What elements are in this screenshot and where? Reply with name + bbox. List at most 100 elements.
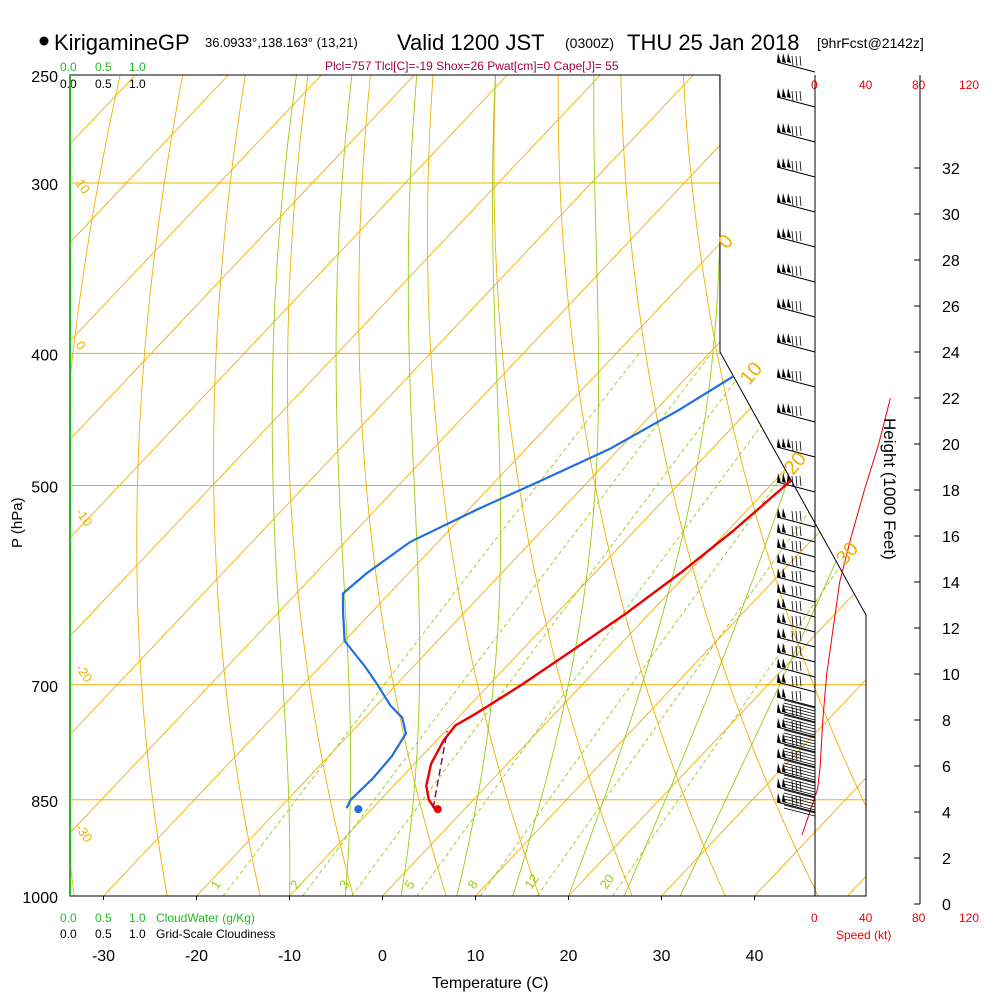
wind-barb-feather (799, 750, 802, 762)
wind-barb-feather (799, 645, 802, 657)
speed-tick-top: 80 (912, 78, 926, 92)
wind-barb-staff (776, 606, 816, 618)
speed-tick-bottom: 40 (859, 911, 873, 925)
wind-barb-feather (791, 230, 794, 242)
wind-barb-feather (799, 720, 802, 732)
wind-pennant-icon (787, 298, 791, 308)
wind-barb-feather (791, 555, 794, 567)
wind-pennant-icon (782, 703, 786, 713)
wind-pennant-icon (777, 88, 781, 98)
station-name: KirigamineGP (54, 30, 190, 55)
wind-barb-staff (776, 561, 816, 573)
wind-barb-feather (791, 440, 794, 452)
wind-barb-staff (783, 774, 816, 784)
wind-barb-feather (791, 195, 794, 207)
wind-barb-feather (799, 300, 802, 312)
mixing-ratio-label: 8 (464, 877, 480, 892)
cloudwater-tick: 0.5 (95, 911, 112, 925)
wind-barb-feather (791, 660, 794, 672)
wind-pennant-icon (777, 193, 781, 203)
wind-barb-feather (799, 440, 802, 452)
wind-barb-feather (795, 720, 798, 732)
cloud-scale-bottom: 0.0 0.5 1.0 CloudWater (g/Kg) 0.0 0.5 1.… (60, 911, 275, 941)
wind-pennant-icon (777, 658, 781, 668)
wind-barb-staff (776, 411, 816, 423)
isotherm-label: 10 (73, 176, 94, 196)
wind-barb-staff (783, 699, 816, 709)
wind-pennant-icon (777, 298, 781, 308)
wind-pennant-icon (782, 228, 786, 238)
wind-pennant-icon (782, 643, 786, 653)
height-tick-label: 26 (942, 299, 960, 316)
mixing-ratio-label: 20 (597, 871, 618, 891)
wind-barb-feather (799, 335, 802, 347)
wind-barb-feather (795, 630, 798, 642)
wind-barb-staff (776, 591, 816, 603)
wind-pennant-icon (777, 228, 781, 238)
isotherm-label: -10 (73, 505, 96, 529)
wind-barb-staff (783, 789, 816, 799)
wind-barb-staff (783, 747, 816, 757)
wind-pennant-icon (782, 778, 786, 788)
wind-barb-staff (783, 798, 816, 808)
wind-barb-feather (791, 525, 794, 537)
wind-barb-staff (783, 705, 816, 715)
wind-barb-feather (791, 645, 794, 657)
temperature-tick-label: 30 (653, 948, 671, 965)
cloudwater-tick: 0.0 (60, 911, 77, 925)
wind-pennant-icon (777, 733, 781, 743)
moist-adiabat-line (568, 75, 721, 896)
mixing-ratio-line (416, 353, 816, 896)
wind-barb-staff (783, 717, 816, 727)
cloudwater-tick: 1.0 (129, 60, 146, 74)
wind-barb-feather (795, 615, 798, 627)
speed-tick-bottom: 120 (959, 911, 979, 925)
utc-label: (0300Z) (565, 35, 614, 51)
wind-pennant-icon (782, 598, 786, 608)
wind-barb-staff (776, 481, 816, 493)
height-tick-label: 0 (942, 897, 951, 914)
wind-pennant-icon (777, 673, 781, 683)
x-axis-title: Temperature (C) (432, 975, 548, 992)
wind-pennant-icon (782, 733, 786, 743)
wind-barb-staff (783, 759, 816, 769)
wind-barb-staff (783, 768, 816, 778)
wind-barb-staff (783, 771, 816, 781)
wind-barb-staff (776, 271, 816, 283)
wind-barb-staff (783, 735, 816, 745)
wind-barb-staff (776, 61, 816, 73)
wind-barb-feather (799, 475, 802, 487)
pressure-tick-label: 850 (31, 794, 58, 811)
moist-adiabat-line (400, 75, 421, 896)
wind-barb-feather (799, 585, 802, 597)
wind-barb-staff (776, 786, 816, 798)
height-tick-label: 6 (942, 759, 951, 776)
dry-adiabat-line (557, 75, 726, 896)
height-tick-label: 30 (942, 207, 960, 224)
pressure-tick-label: 400 (31, 347, 58, 364)
wind-barb-feather (795, 55, 798, 67)
wind-barb-feather (795, 795, 798, 807)
wind-barb-feather (791, 615, 794, 627)
wind-barb-staff (776, 801, 816, 813)
pressure-tick-label: 300 (31, 177, 58, 194)
mixing-ratio-line (351, 353, 757, 896)
wind-barb-feather (799, 795, 802, 807)
temperature-tick-label: 40 (746, 948, 764, 965)
wind-pennant-icon (777, 368, 781, 378)
profiles (341, 75, 866, 814)
wind-barb-staff (776, 516, 816, 528)
mixing-ratio-label: 3 (336, 877, 352, 892)
wind-barb-feather (799, 660, 802, 672)
wind-pennant-icon (782, 793, 786, 803)
height-tick-label: 10 (942, 667, 960, 684)
moist-adiabat-line (512, 75, 600, 896)
mixing-ratio-line (479, 353, 866, 896)
height-tick-label: 24 (942, 345, 960, 362)
isotherm-label: 10 (736, 358, 767, 389)
wind-barb-feather (799, 405, 802, 417)
wind-barb-staff (783, 729, 816, 739)
wind-barb-staff (776, 201, 816, 213)
wind-pennant-icon (787, 158, 791, 168)
cloudwater-tick: 1.0 (129, 911, 146, 925)
